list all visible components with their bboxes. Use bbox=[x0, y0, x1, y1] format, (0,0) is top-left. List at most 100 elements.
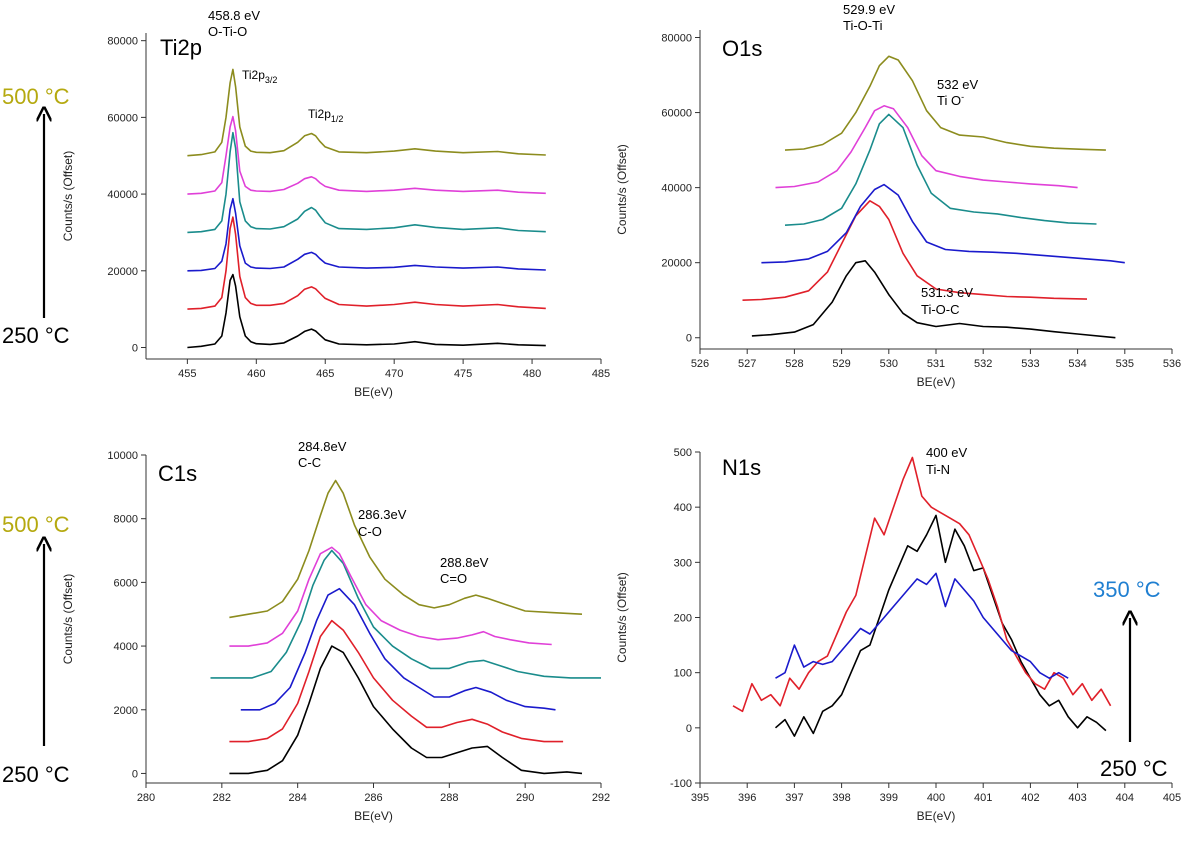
annotation-532-line1: 532 eV bbox=[937, 77, 979, 92]
series-line bbox=[784, 55, 1106, 151]
y-tick-label: 60000 bbox=[107, 112, 138, 124]
series-line bbox=[187, 216, 546, 310]
x-tick-label: 400 bbox=[927, 792, 945, 804]
series-line bbox=[784, 113, 1097, 226]
y-axis-label: Counts/s (Offset) bbox=[615, 572, 629, 662]
annotation-288-8-line1: 288.8eV bbox=[440, 555, 489, 570]
y-tick-label: 0 bbox=[686, 333, 692, 345]
annotation-ti2p32: Ti2p3/2 bbox=[242, 68, 277, 85]
annotation-284-8-line1: 284.8eV bbox=[298, 439, 347, 454]
annotation-532-line2: Ti O- bbox=[937, 92, 964, 108]
x-tick-label: 470 bbox=[385, 368, 403, 380]
series-line bbox=[229, 619, 564, 743]
y-tick-label: 20000 bbox=[107, 266, 138, 278]
x-tick-label: 288 bbox=[440, 792, 458, 804]
x-tick-label: 536 bbox=[1163, 358, 1181, 370]
annotation-284-8-line2: C-C bbox=[298, 455, 321, 470]
y-tick-label: 40000 bbox=[661, 183, 692, 195]
x-tick-label: 395 bbox=[691, 792, 709, 804]
x-axis-label: BE(eV) bbox=[917, 809, 956, 823]
temp-top-label: 350 °C bbox=[1093, 577, 1161, 602]
x-tick-label: 480 bbox=[523, 368, 541, 380]
annotation-288-8-line2: C=O bbox=[440, 571, 467, 586]
c1s-panel: 280 282 284 286 288 290 292 0 2000 4000 6000 8000 10… bbox=[2, 439, 610, 823]
annotation-531-3-line1: 531.3 eV bbox=[921, 285, 973, 300]
annotation-ti2p12: Ti2p1/2 bbox=[308, 107, 343, 124]
series-line bbox=[742, 200, 1088, 301]
y-tick-label: 20000 bbox=[661, 258, 692, 270]
series-line bbox=[187, 68, 546, 157]
y-axis-label: Counts/s (Offset) bbox=[61, 151, 75, 241]
y-tick-label: 0 bbox=[686, 723, 692, 735]
x-tick-label: 455 bbox=[178, 368, 196, 380]
x-tick-label: 290 bbox=[516, 792, 534, 804]
x-tick-label: 531 bbox=[927, 358, 945, 370]
y-tick-label: 60000 bbox=[661, 108, 692, 120]
y-tick-label: 500 bbox=[674, 447, 692, 459]
series-line bbox=[229, 645, 583, 775]
x-tick-label: 533 bbox=[1021, 358, 1039, 370]
x-tick-label: 396 bbox=[738, 792, 756, 804]
series-line bbox=[229, 479, 583, 619]
x-tick-label: 404 bbox=[1116, 792, 1134, 804]
series-line bbox=[187, 131, 546, 234]
y-tick-label: 100 bbox=[674, 668, 692, 680]
annotation-ti2p32-sub: 3/2 bbox=[265, 75, 278, 85]
series-line bbox=[732, 456, 1112, 713]
annotation-532-main: Ti O bbox=[937, 93, 961, 108]
annotation-ti2p12-main: Ti2p bbox=[308, 107, 331, 121]
x-tick-label: 398 bbox=[832, 792, 850, 804]
y-tick-label: 4000 bbox=[114, 641, 138, 653]
x-tick-label: 527 bbox=[738, 358, 756, 370]
series-line bbox=[187, 197, 546, 272]
x-tick-label: 280 bbox=[137, 792, 155, 804]
annotation-531-3-line2: Ti-O-C bbox=[921, 302, 960, 317]
annotation-400-line1: 400 eV bbox=[926, 445, 968, 460]
annotation-400-line2: Ti-N bbox=[926, 462, 950, 477]
temp-top-label: 500 °C bbox=[2, 84, 70, 109]
series-line bbox=[187, 273, 546, 349]
annotation-ti2p12-sub: 1/2 bbox=[331, 114, 344, 124]
n1s-panel: 395 396 397 398 399 400 401 402 403 404 405 -100 0 10… bbox=[615, 445, 1181, 823]
ti2p-panel: 455 460 465 470 475 480 485 0 20000 40000 60000 800… bbox=[2, 8, 610, 399]
x-tick-label: 460 bbox=[247, 368, 265, 380]
x-tick-label: 535 bbox=[1116, 358, 1134, 370]
x-tick-label: 526 bbox=[691, 358, 709, 370]
panel-title: C1s bbox=[158, 461, 197, 486]
x-tick-label: 402 bbox=[1021, 792, 1039, 804]
series-line bbox=[761, 183, 1125, 264]
x-tick-label: 534 bbox=[1068, 358, 1086, 370]
x-tick-label: 528 bbox=[785, 358, 803, 370]
x-tick-label: 399 bbox=[880, 792, 898, 804]
annotation-458-8-line2: O-Ti-O bbox=[208, 24, 247, 39]
annotation-532-sup: - bbox=[961, 92, 964, 102]
series-line bbox=[774, 514, 1107, 737]
x-tick-label: 284 bbox=[288, 792, 306, 804]
x-tick-label: 529 bbox=[832, 358, 850, 370]
x-tick-label: 286 bbox=[364, 792, 382, 804]
panel-title: N1s bbox=[722, 455, 761, 480]
y-tick-label: 300 bbox=[674, 557, 692, 569]
temp-bottom-label: 250 °C bbox=[2, 762, 70, 787]
y-tick-label: 8000 bbox=[114, 514, 138, 526]
x-tick-label: 530 bbox=[880, 358, 898, 370]
x-tick-label: 485 bbox=[592, 368, 610, 380]
temp-bottom-label: 250 °C bbox=[1100, 756, 1168, 781]
x-tick-label: 397 bbox=[785, 792, 803, 804]
y-tick-label: 200 bbox=[674, 613, 692, 625]
y-tick-label: 40000 bbox=[107, 189, 138, 201]
series-line bbox=[775, 572, 1069, 679]
x-tick-label: 292 bbox=[592, 792, 610, 804]
y-tick-label: 6000 bbox=[114, 577, 138, 589]
series-line bbox=[187, 115, 546, 195]
x-tick-label: 532 bbox=[974, 358, 992, 370]
x-tick-label: 403 bbox=[1068, 792, 1086, 804]
temp-top-label: 500 °C bbox=[2, 512, 70, 537]
y-tick-label: 0 bbox=[132, 768, 138, 780]
annotation-458-8-line1: 458.8 eV bbox=[208, 8, 260, 23]
x-axis-label: BE(eV) bbox=[917, 375, 956, 389]
x-tick-label: 475 bbox=[454, 368, 472, 380]
panel-title: Ti2p bbox=[160, 35, 202, 60]
series-line bbox=[210, 549, 601, 679]
